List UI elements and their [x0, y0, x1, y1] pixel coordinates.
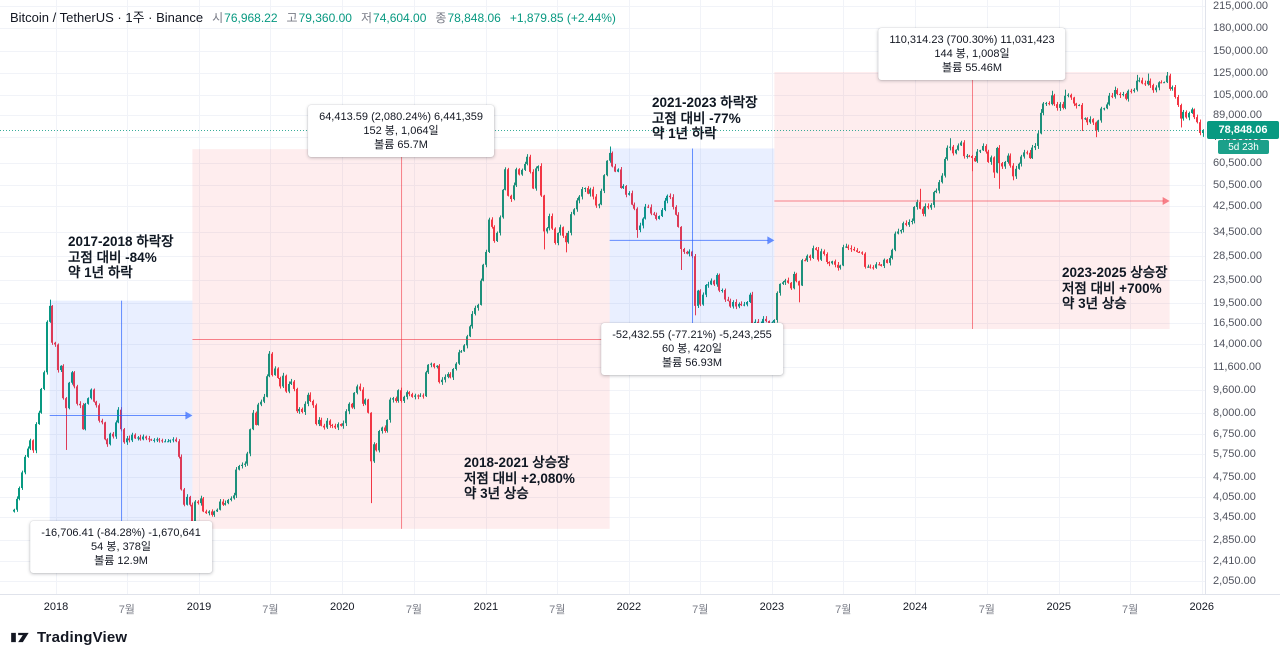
time-axis-month-label: 7월 [1121, 604, 1139, 616]
measure-price-change: -16,706.41 (-84.28%) -1,670,641 [41, 527, 201, 540]
annotation-line: 저점 대비 +2,080% [464, 470, 575, 486]
annotation-line: 약 1년 하락 [68, 265, 133, 280]
annotation-line: 2021-2023 하락장 [652, 95, 758, 110]
time-axis-year-label: 2026 [1189, 601, 1214, 613]
measure-volume: 볼륨 65.7M [374, 139, 428, 152]
price-axis[interactable]: 78,848.06 5d 23h 215,000.00 180,000.00 150… [1205, 0, 1280, 594]
time-axis-month-label: 7월 [835, 604, 852, 616]
high-label: 고 [286, 11, 298, 25]
price-tick-label: 215,000.00 [1213, 0, 1269, 13]
text-note-2021-2023-bear[interactable]: 2021-2023 하락장 고점 대비 -77% 약 1년 하락 [652, 95, 758, 142]
price-tick-label: 2,050.00 [1213, 575, 1256, 587]
footer: TradingView [0, 619, 1280, 656]
low-value: 74,604.00 [373, 11, 427, 25]
time-axis-year-label: 2019 [186, 601, 212, 613]
ohlc-low: 저74,604.00 [361, 9, 426, 26]
time-axis-month-label: 7월 [262, 604, 279, 616]
measure-bars-days: 54 봉, 378일 [91, 541, 152, 554]
measure-bars-days: 152 봉, 1,064일 [363, 125, 439, 138]
price-change: +1,879.85 (+2.44%) [509, 11, 616, 25]
measure-volume: 볼륨 56.93M [661, 357, 722, 370]
price-tick-label: 34,500.00 [1213, 226, 1262, 239]
time-axis-year-label: 2023 [759, 601, 785, 613]
annotation-line: 2018-2021 상승장 [464, 455, 570, 470]
price-tick-label: 105,000.00 [1213, 88, 1269, 101]
price-tick-label: 180,000.00 [1213, 22, 1269, 34]
high-value: 79,360.00 [298, 11, 352, 25]
price-tick-label: 4,050.00 [1213, 490, 1256, 503]
annotation-line: 저점 대비 +700% [1062, 280, 1162, 296]
price-tick-label: 5,750.00 [1213, 447, 1256, 460]
time-axis[interactable]: 2018 2019 2020 2021 2022 2023 2024 2025 2026 7월 7월… [0, 594, 1280, 620]
bar-countdown-badge: 5d 23h [1218, 140, 1269, 154]
time-axis-year-label: 2025 [1046, 601, 1071, 613]
price-tick-label: 16,500.00 [1213, 317, 1262, 330]
time-axis-month-label: 7월 [978, 604, 995, 616]
ohlc-close: 종78,848.06 [435, 9, 500, 26]
price-tick-label: 125,000.00 [1213, 67, 1269, 80]
measure-price-change: -52,432.55 (-77.21%) -5,243,255 [612, 329, 772, 342]
annotation-line: 2017-2018 하락장 [68, 234, 174, 249]
close-label: 종 [435, 11, 447, 25]
candlestick-chart-canvas[interactable] [0, 0, 1205, 594]
time-axis-year-label: 2024 [902, 601, 928, 613]
measure-box-2023-2025-bull[interactable]: 110,314.23 (700.30%) 11,031,423 144 봉, 1… [878, 28, 1066, 81]
price-tick-label: 4,750.00 [1213, 471, 1256, 484]
time-axis-year-label: 2018 [43, 601, 69, 613]
time-axis-month-label: 7월 [692, 604, 709, 616]
time-axis-year-label: 2021 [473, 601, 499, 613]
measure-price-change: 110,314.23 (700.30%) 11,031,423 [889, 34, 1055, 47]
price-tick-label: 150,000.00 [1213, 44, 1269, 57]
annotation-line: 고점 대비 -77% [652, 110, 741, 126]
price-tick-label: 60,500.00 [1213, 156, 1262, 169]
price-tick-label: 11,600.00 [1213, 360, 1262, 373]
price-tick-label: 14,000.00 [1213, 337, 1262, 350]
annotation-line: 약 1년 하락 [652, 126, 717, 141]
annotation-line: 고점 대비 -84% [68, 249, 157, 265]
price-tick-label: 19,500.00 [1213, 296, 1262, 309]
measure-box-2021-2023-bear[interactable]: -52,432.55 (-77.21%) -5,243,255 60 봉, 42… [601, 323, 783, 376]
text-note-2018-2021-bull[interactable]: 2018-2021 상승장 저점 대비 +2,080% 약 3년 상승 [464, 455, 575, 502]
measure-bars-days: 60 봉, 420일 [661, 343, 722, 356]
price-tick-label: 2,410.00 [1213, 555, 1256, 567]
ohlc-high: 고79,360.00 [287, 9, 352, 26]
price-tick-label: 23,500.00 [1213, 273, 1262, 286]
price-tick-label: 50,500.00 [1213, 179, 1262, 192]
time-axis-year-label: 2020 [330, 601, 355, 613]
text-note-2023-2025-bull[interactable]: 2023-2025 상승장 저점 대비 +700% 약 3년 상승 [1062, 265, 1168, 312]
chart-legend: Bitcoin / TetherUS · 1주 · Binance 시76,96… [10, 7, 616, 26]
price-tick-label: 42,500.00 [1213, 200, 1262, 213]
price-tick-label: 89,000.00 [1213, 109, 1262, 122]
price-tick-label: 9,600.00 [1213, 384, 1256, 397]
tradingview-wordmark[interactable]: TradingView [37, 629, 128, 646]
time-axis-month-label: 7월 [118, 604, 135, 616]
open-label: 시 [212, 11, 224, 25]
price-tick-label: 6,750.00 [1213, 427, 1256, 440]
measure-price-change: 64,413.59 (2,080.24%) 6,441,359 [319, 111, 483, 124]
annotation-line: 약 3년 상승 [1062, 296, 1127, 311]
time-axis-month-label: 7월 [405, 604, 423, 616]
price-tick-label: 28,500.00 [1213, 249, 1262, 262]
price-tick-label: 8,000.00 [1213, 406, 1256, 419]
open-value: 76,968.22 [224, 11, 278, 25]
annotation-line: 2023-2025 상승장 [1062, 265, 1168, 280]
measure-box-2017-2018-bear[interactable]: -16,706.41 (-84.28%) -1,670,641 54 봉, 37… [30, 521, 212, 574]
price-tick-label: 2,850.00 [1213, 534, 1256, 547]
measure-box-2018-2021-bull[interactable]: 64,413.59 (2,080.24%) 6,441,359 152 봉, 1… [308, 105, 494, 158]
ohlc-open: 시76,968.22 [212, 9, 277, 26]
current-price-badge: 78,848.06 [1207, 121, 1279, 139]
close-value: 78,848.06 [447, 11, 501, 25]
measure-volume: 볼륨 12.9M [94, 555, 148, 568]
time-axis-month-label: 7월 [549, 604, 566, 616]
symbol-title[interactable]: Bitcoin / TetherUS · 1주 · Binance [10, 10, 204, 25]
measure-bars-days: 144 봉, 1,008일 [934, 48, 1010, 61]
annotation-line: 약 3년 상승 [464, 486, 529, 501]
text-note-2017-2018-bear[interactable]: 2017-2018 하락장 고점 대비 -84% 약 1년 하락 [68, 234, 174, 281]
time-axis-year-label: 2022 [616, 601, 642, 613]
low-label: 저 [360, 11, 373, 25]
tradingview-logo-icon[interactable] [10, 629, 31, 646]
price-tick-label: 3,450.00 [1213, 510, 1256, 523]
measure-volume: 볼륨 55.46M [942, 62, 1002, 75]
